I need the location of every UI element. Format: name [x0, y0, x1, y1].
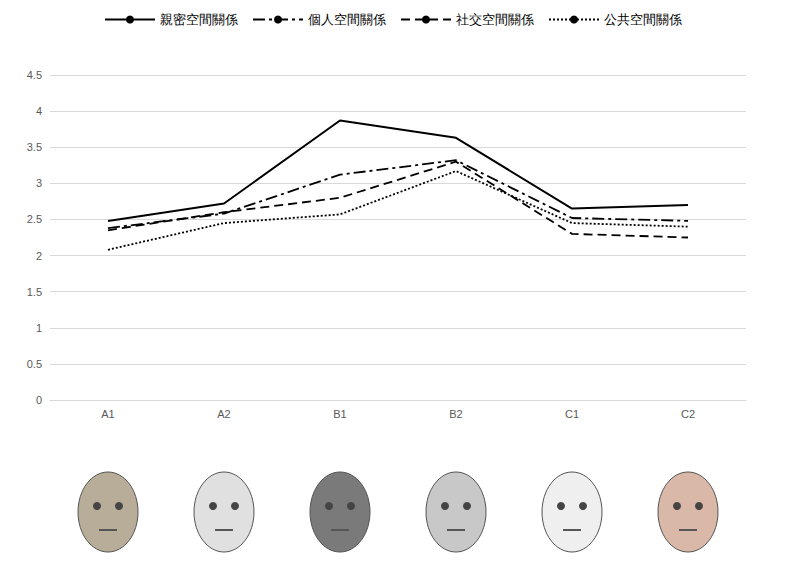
- svg-text:公共空間關係: 公共空間關係: [604, 12, 682, 27]
- svg-text:B1: B1: [333, 408, 346, 420]
- svg-text:2: 2: [36, 250, 42, 262]
- svg-text:0.5: 0.5: [27, 358, 42, 370]
- svg-text:0: 0: [36, 394, 42, 406]
- svg-text:A1: A1: [101, 408, 114, 420]
- svg-text:C1: C1: [565, 408, 579, 420]
- svg-text:3.5: 3.5: [27, 141, 42, 153]
- svg-text:3: 3: [36, 177, 42, 189]
- svg-text:社交空間關係: 社交空間關係: [456, 12, 534, 27]
- svg-text:4: 4: [36, 105, 42, 117]
- svg-text:1: 1: [36, 322, 42, 334]
- svg-text:親密空間關係: 親密空間關係: [160, 12, 238, 27]
- svg-text:B2: B2: [449, 408, 462, 420]
- svg-text:2.5: 2.5: [27, 213, 42, 225]
- svg-text:A2: A2: [217, 408, 230, 420]
- svg-text:C2: C2: [681, 408, 695, 420]
- svg-text:1.5: 1.5: [27, 286, 42, 298]
- svg-text:4.5: 4.5: [27, 69, 42, 81]
- svg-text:個人空間關係: 個人空間關係: [308, 12, 386, 27]
